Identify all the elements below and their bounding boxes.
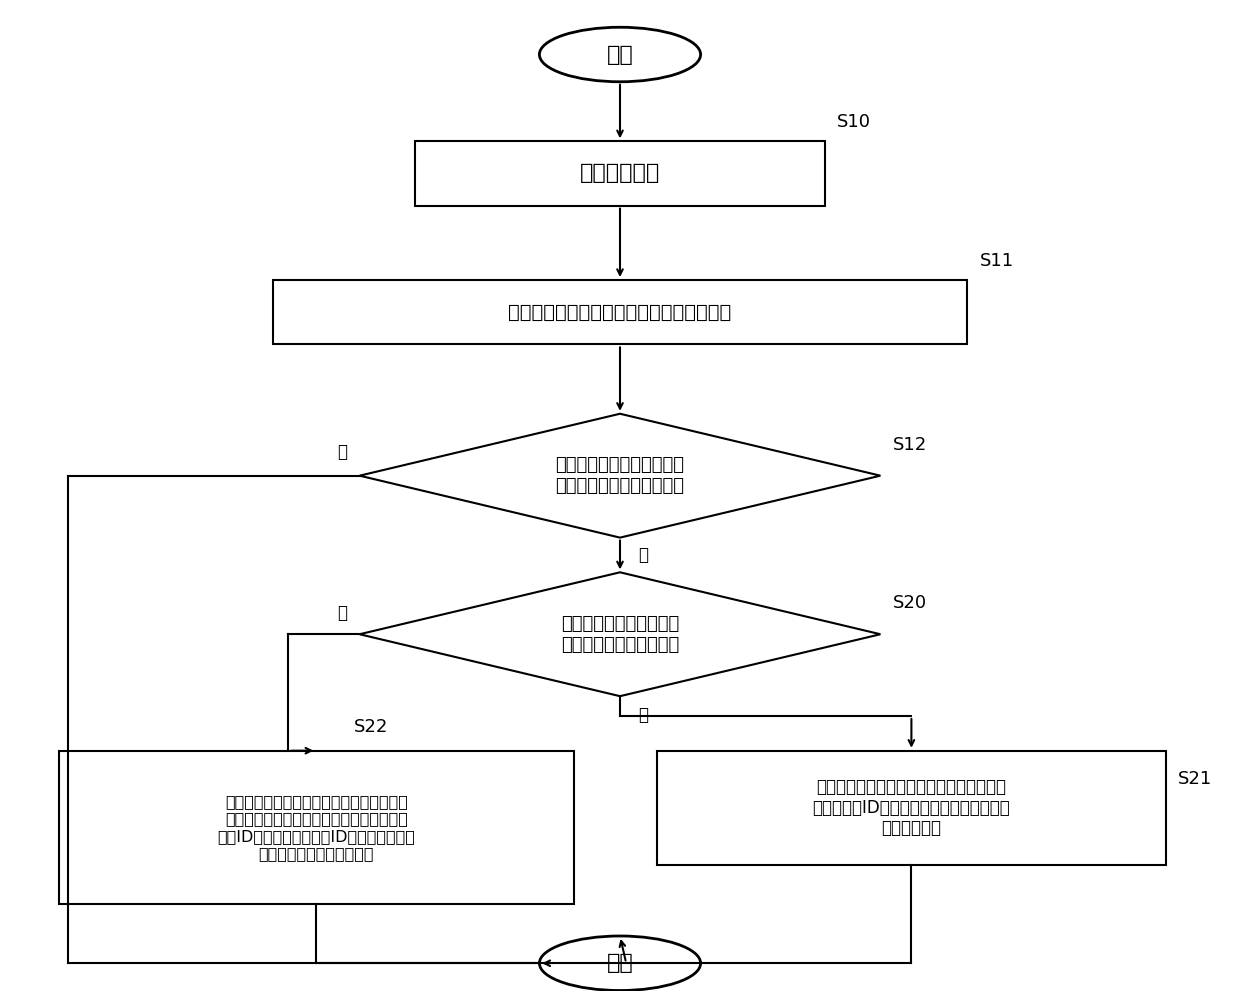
Text: 接收模型对象: 接收模型对象: [580, 164, 660, 183]
Text: 判断模型对象是否包括第一
参数表中未定义的扩展参数: 判断模型对象是否包括第一 参数表中未定义的扩展参数: [556, 456, 684, 496]
Text: 否: 否: [337, 443, 347, 461]
Text: S12: S12: [893, 436, 928, 454]
Text: 是: 是: [639, 546, 649, 564]
Text: 开始: 开始: [606, 45, 634, 64]
Text: 根据扩展参数定义表中存储的与扩展参数的
定义对应的ID值将扩展参数的参数值存储至
扩展参数值表: 根据扩展参数定义表中存储的与扩展参数的 定义对应的ID值将扩展参数的参数值存储至…: [812, 778, 1011, 837]
Text: S22: S22: [353, 717, 388, 735]
Text: S11: S11: [980, 252, 1014, 270]
Text: 在扩展参数定义表中以纵向扩展的形式增加
扩展参数的定义，按预设规则生成与定义对
应的ID值，并根据生成的ID值将扩展参数的
参数值存储至扩展参数值表: 在扩展参数定义表中以纵向扩展的形式增加 扩展参数的定义，按预设规则生成与定义对 …: [217, 794, 415, 861]
Text: 将模型对象的基础参数值存储至第一参数表: 将模型对象的基础参数值存储至第一参数表: [508, 302, 732, 322]
Text: S20: S20: [893, 595, 928, 612]
Text: 结束: 结束: [606, 953, 634, 973]
Text: 否: 否: [337, 605, 347, 622]
Text: 判断扩展参数定义表中是
否存储有扩展参数的定义: 判断扩展参数定义表中是 否存储有扩展参数的定义: [560, 614, 680, 654]
Text: 是: 是: [639, 706, 649, 724]
Text: S21: S21: [1178, 770, 1213, 788]
Text: S10: S10: [837, 113, 870, 132]
